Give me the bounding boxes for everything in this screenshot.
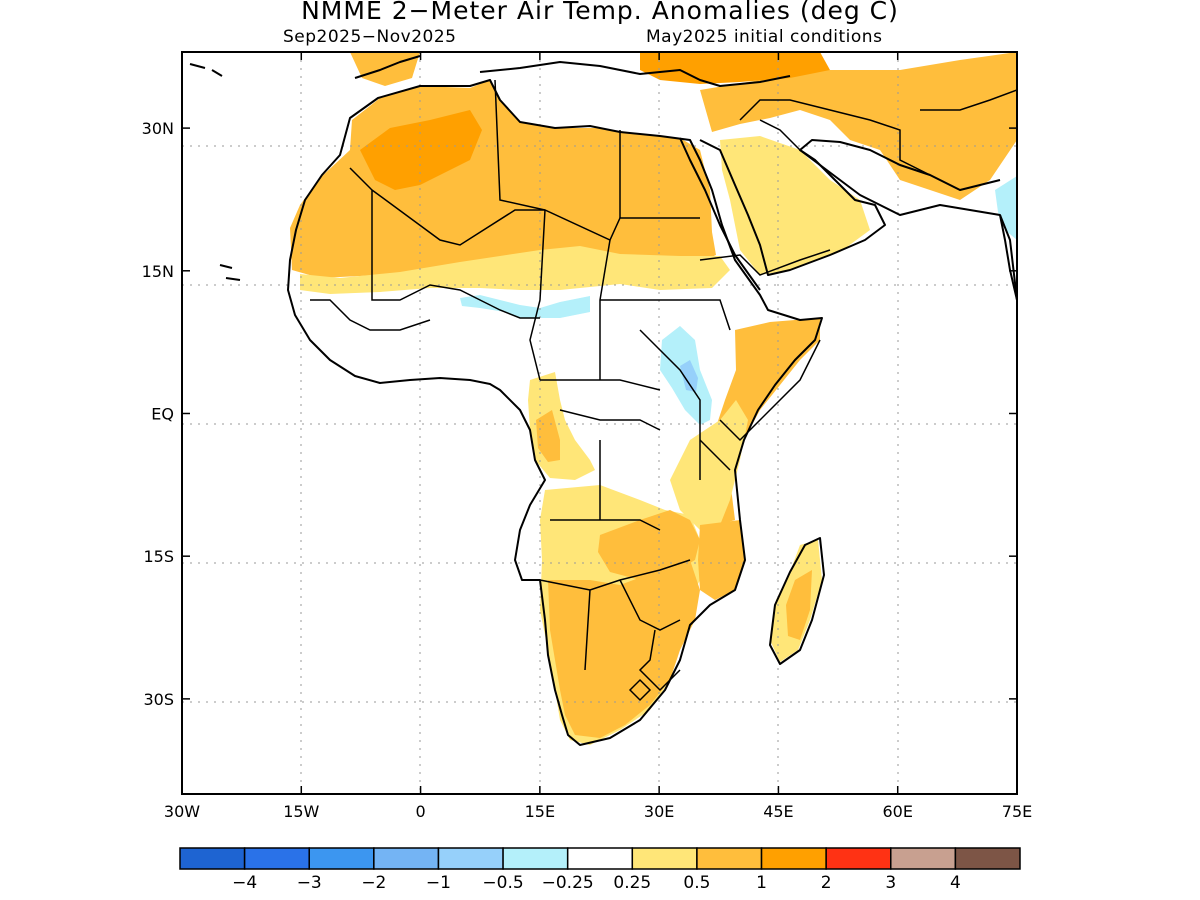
cape-verde bbox=[189, 63, 223, 77]
colorbar-label: 2 bbox=[821, 873, 832, 893]
colorbar-swatch bbox=[954, 847, 1021, 870]
colorbar-label: 0.5 bbox=[683, 873, 710, 893]
colorbar-swatch bbox=[696, 847, 763, 870]
colorbar-label: −0.5 bbox=[482, 873, 523, 893]
colorbar-label: −0.25 bbox=[542, 873, 594, 893]
x-tick-label: 0 bbox=[415, 802, 425, 821]
colorbar-label: 0.25 bbox=[613, 873, 651, 893]
colorbar-swatch bbox=[308, 847, 375, 870]
colorbar-swatch bbox=[631, 847, 698, 870]
x-tick-label: 60E bbox=[882, 802, 912, 821]
anomaly-region-turkey bbox=[640, 52, 830, 84]
x-tick-label: 45E bbox=[763, 802, 793, 821]
red-sea-coast bbox=[679, 137, 761, 291]
arabia-coastline bbox=[699, 139, 1001, 276]
colorbar-swatch bbox=[179, 847, 246, 870]
colorbar: −4 −3 −2 −1 −0.5 −0.25 0.25 0.5 1 2 3 4 bbox=[179, 847, 1021, 893]
india-coastline bbox=[999, 214, 1017, 301]
canary-islands bbox=[219, 264, 241, 281]
x-tick-label: 15W bbox=[283, 802, 319, 821]
colorbar-swatch bbox=[437, 847, 504, 870]
colorbar-swatch bbox=[825, 847, 892, 870]
anomaly-region-nile-cooler bbox=[680, 360, 698, 392]
gridlines bbox=[182, 52, 1017, 794]
colorbar-swatch bbox=[502, 847, 569, 870]
anomaly-region-sahel bbox=[300, 246, 730, 294]
y-tick-label: 15S bbox=[143, 547, 174, 566]
colorbar-swatch bbox=[890, 847, 957, 870]
anomaly-region-east-africa bbox=[670, 400, 748, 530]
colorbar-swatch bbox=[373, 847, 440, 870]
y-tick-label: 30S bbox=[143, 690, 174, 709]
anomaly-region-mozambique bbox=[698, 520, 745, 600]
anomaly-region-sahel-cool bbox=[460, 295, 590, 318]
x-tick-label: 75E bbox=[1002, 802, 1032, 821]
anomaly-region-madagascar-core bbox=[786, 570, 812, 640]
country-borders bbox=[310, 79, 1017, 702]
anomaly-region-middle-east bbox=[700, 52, 1017, 200]
madagascar-coastline bbox=[769, 537, 825, 665]
x-axis: 30W 15W 0 15E 30E 45E 60E 75E bbox=[164, 52, 1032, 821]
initial-conditions-label: May2025 initial conditions bbox=[646, 27, 883, 47]
anomaly-region-southern-africa-orange bbox=[548, 560, 700, 738]
season-label: Sep2025−Nov2025 bbox=[283, 27, 457, 47]
anomaly-region-india-cool bbox=[995, 176, 1017, 240]
map-content bbox=[182, 52, 1017, 794]
colorbar-swatch bbox=[566, 847, 634, 870]
map-frame bbox=[181, 51, 1018, 795]
colorbar-label: −3 bbox=[297, 873, 322, 893]
africa-coastline bbox=[287, 79, 823, 746]
x-tick-label: 15E bbox=[525, 802, 555, 821]
anomaly-region-sahara-core bbox=[360, 110, 482, 190]
x-tick-label: 30E bbox=[644, 802, 674, 821]
coastlines bbox=[189, 55, 1017, 746]
chart-title: NMME 2−Meter Air Temp. Anomalies (deg C) bbox=[301, 0, 899, 25]
colorbar-swatch bbox=[760, 847, 827, 870]
colorbar-label: −1 bbox=[426, 873, 451, 893]
y-tick-label: 30N bbox=[142, 119, 174, 138]
mediterranean-north-coast bbox=[354, 55, 791, 87]
colorbar-label: 1 bbox=[756, 873, 767, 893]
x-tick-label: 30W bbox=[164, 802, 200, 821]
colorbar-swatch bbox=[243, 847, 310, 870]
y-tick-label: EQ bbox=[151, 404, 174, 423]
colorbar-label: 4 bbox=[950, 873, 961, 893]
y-tick-label: 15N bbox=[142, 262, 174, 281]
colorbar-label: 3 bbox=[885, 873, 896, 893]
colorbar-label: −2 bbox=[361, 873, 386, 893]
anomaly-region-gabon bbox=[536, 410, 560, 462]
y-axis: 30N 15N EQ 15S 30S bbox=[142, 119, 1017, 709]
colorbar-label: −4 bbox=[232, 873, 257, 893]
